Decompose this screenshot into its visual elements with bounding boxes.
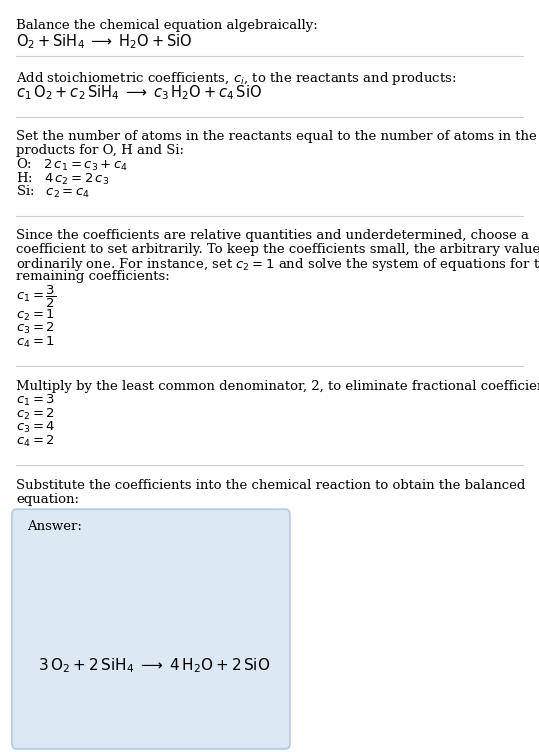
FancyBboxPatch shape <box>12 509 290 749</box>
Text: equation:: equation: <box>16 493 79 505</box>
Text: $c_1 = \dfrac{3}{2}$: $c_1 = \dfrac{3}{2}$ <box>16 284 57 310</box>
Text: Si:  $\;c_2 = c_4$: Si: $\;c_2 = c_4$ <box>16 184 91 200</box>
Text: remaining coefficients:: remaining coefficients: <box>16 270 170 283</box>
Text: Balance the chemical equation algebraically:: Balance the chemical equation algebraica… <box>16 19 318 32</box>
Text: Substitute the coefficients into the chemical reaction to obtain the balanced: Substitute the coefficients into the che… <box>16 479 526 492</box>
Text: $c_4 = 2$: $c_4 = 2$ <box>16 434 55 449</box>
Text: O:  $\;2\,c_1 = c_3 + c_4$: O: $\;2\,c_1 = c_3 + c_4$ <box>16 157 128 173</box>
Text: $3\,\mathrm{O_2} + 2\,\mathrm{SiH_4} \;\longrightarrow\; 4\,\mathrm{H_2O} + 2\,\: $3\,\mathrm{O_2} + 2\,\mathrm{SiH_4} \;\… <box>38 656 270 675</box>
Text: $c_2 = 2$: $c_2 = 2$ <box>16 407 55 422</box>
Text: $\mathrm{O_2 + SiH_4 \;\longrightarrow\; H_2O + SiO}$: $\mathrm{O_2 + SiH_4 \;\longrightarrow\;… <box>16 32 192 51</box>
Text: Multiply by the least common denominator, 2, to eliminate fractional coefficient: Multiply by the least common denominator… <box>16 380 539 393</box>
Text: products for O, H and Si:: products for O, H and Si: <box>16 144 184 156</box>
Text: $c_4 = 1$: $c_4 = 1$ <box>16 335 55 350</box>
Text: $c_2 = 1$: $c_2 = 1$ <box>16 308 55 323</box>
Text: H:  $\;4\,c_2 = 2\,c_3$: H: $\;4\,c_2 = 2\,c_3$ <box>16 171 109 186</box>
Text: Answer:: Answer: <box>27 520 82 532</box>
Text: Set the number of atoms in the reactants equal to the number of atoms in the: Set the number of atoms in the reactants… <box>16 130 537 143</box>
Text: $c_1 = 3$: $c_1 = 3$ <box>16 393 56 408</box>
Text: Add stoichiometric coefficients, $c_i$, to the reactants and products:: Add stoichiometric coefficients, $c_i$, … <box>16 70 457 87</box>
Text: $c_3 = 4$: $c_3 = 4$ <box>16 420 56 435</box>
Text: $c_1\,\mathrm{O_2} + c_2\,\mathrm{SiH_4} \;\longrightarrow\; c_3\,\mathrm{H_2O} : $c_1\,\mathrm{O_2} + c_2\,\mathrm{SiH_4}… <box>16 83 262 102</box>
Text: $c_3 = 2$: $c_3 = 2$ <box>16 321 55 336</box>
Text: ordinarily one. For instance, set $c_2 = 1$ and solve the system of equations fo: ordinarily one. For instance, set $c_2 =… <box>16 256 539 274</box>
Text: Since the coefficients are relative quantities and underdetermined, choose a: Since the coefficients are relative quan… <box>16 229 529 242</box>
Text: coefficient to set arbitrarily. To keep the coefficients small, the arbitrary va: coefficient to set arbitrarily. To keep … <box>16 243 539 256</box>
